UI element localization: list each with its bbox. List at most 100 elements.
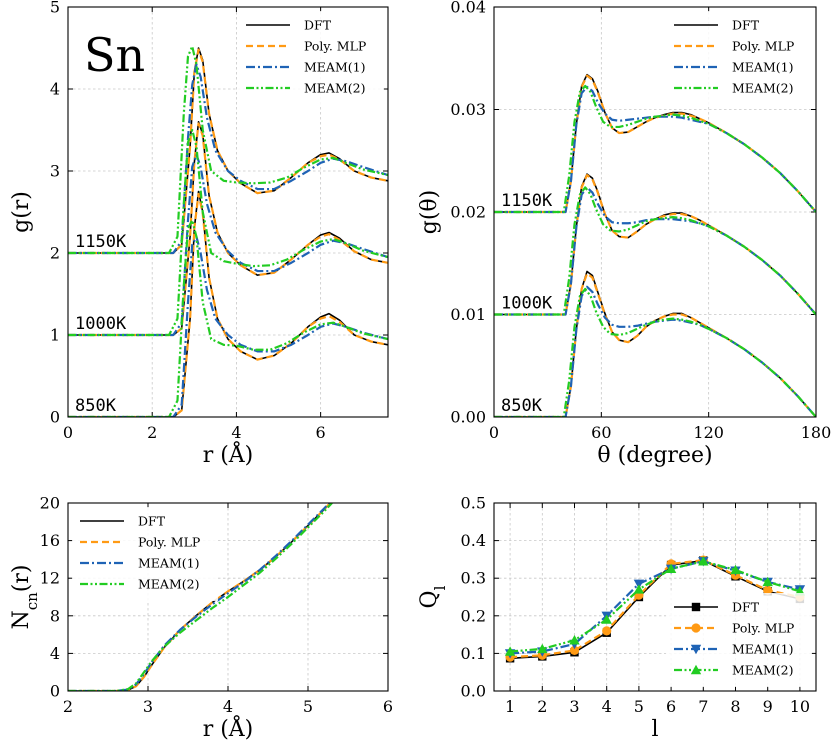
panel-title: Sn <box>84 28 145 82</box>
legend: DFT Poly. MLP MEAM(1) MEAM(2) <box>72 507 218 601</box>
legend: DFT Poly. MLP MEAM(1) MEAM(2) <box>666 593 812 687</box>
y-tick-label: 0.03 <box>450 100 486 119</box>
legend-label: DFT <box>138 514 166 529</box>
temperature-label: 850K <box>75 396 117 416</box>
y-tick-label: 5 <box>50 0 60 17</box>
series-line-poly-mlp <box>68 122 388 337</box>
legend-marker <box>691 623 701 633</box>
y-tick-label: 8 <box>50 606 60 625</box>
legend-box <box>666 11 812 105</box>
legend-label: MEAM(2) <box>304 81 365 96</box>
x-tick-label: 120 <box>693 423 724 442</box>
y-tick-label: 0 <box>50 408 60 427</box>
y-label-rest: (r) <box>9 565 34 593</box>
x-tick-label: 5 <box>634 697 644 716</box>
grid <box>68 503 388 691</box>
legend-label: MEAM(1) <box>138 556 199 571</box>
x-tick-label: 10 <box>790 697 810 716</box>
y-tick-label: 0.2 <box>461 606 486 625</box>
plot-frame <box>493 6 817 418</box>
series-line-poly-mlp <box>494 272 816 417</box>
legend-label: DFT <box>732 600 760 615</box>
legend-label: Poly. MLP <box>732 39 794 54</box>
y-tick-label: 16 <box>40 531 60 550</box>
legend-label: MEAM(2) <box>732 81 793 96</box>
series-line-poly-mlp <box>68 192 388 417</box>
y-label-base: N <box>9 610 34 629</box>
legend-label: Poly. MLP <box>138 535 200 550</box>
legend-marker <box>691 602 701 612</box>
temperature-label: 1000K <box>501 294 553 314</box>
y-label-sub: cn <box>23 592 41 610</box>
x-tick-label: 4 <box>231 423 241 442</box>
legend-label: DFT <box>732 18 760 33</box>
data-point <box>698 556 709 566</box>
series-line-dft <box>68 121 388 336</box>
series-line-dft <box>68 190 388 417</box>
y-axis-label: Ncn(r) <box>9 565 41 630</box>
panel-ncn: 2 3 4 5 6 0 4 8 12 16 20 r (Å) Ncn(r) DFT Poly. MLP MEA… <box>9 494 393 743</box>
data-point <box>763 585 773 595</box>
data-point <box>602 626 612 636</box>
x-axis-label: r (Å) <box>203 440 254 468</box>
x-tick-label: 7 <box>698 697 708 716</box>
y-tick-label: 0.02 <box>450 203 486 222</box>
y-label-sub: l <box>431 585 449 590</box>
plot-frame <box>493 502 817 692</box>
panel-ql: 1 2 3 4 5 6 7 8 9 100.00.10.20.30.40.5lQlDFTPoly.… <box>417 494 817 742</box>
y-tick-label: 0.1 <box>461 644 486 663</box>
plot-area <box>504 555 806 663</box>
data-point <box>762 576 773 587</box>
x-tick-label: 5 <box>303 697 313 716</box>
x-tick-label: 6 <box>666 697 676 716</box>
x-tick-label: 180 <box>801 423 831 442</box>
legend-marker <box>690 664 702 675</box>
legend-label: MEAM(1) <box>304 60 365 75</box>
x-tick-label: 0 <box>63 423 73 442</box>
temperature-label: 1150K <box>501 191 553 211</box>
legend-label: MEAM(1) <box>732 60 793 75</box>
y-tick-label: 4 <box>50 80 60 99</box>
legend-label: DFT <box>304 18 332 33</box>
series-line-meam-1- <box>68 503 331 691</box>
legend: DFT Poly. MLP MEAM(1) MEAM(2) <box>666 11 812 105</box>
y-tick-label: 0 <box>50 682 60 701</box>
legend-label: MEAM(2) <box>732 663 793 678</box>
x-tick-label: 4 <box>223 697 233 716</box>
data-point <box>633 584 645 594</box>
y-tick-label: 20 <box>40 494 60 513</box>
y-tick-label: 1 <box>50 326 60 345</box>
y-tick-label: 12 <box>40 569 60 588</box>
series-line-meam-2- <box>494 186 816 316</box>
data-point <box>730 564 741 575</box>
x-tick-label: 0 <box>489 423 499 442</box>
temperature-label: 1000K <box>75 314 127 334</box>
legend-label: Poly. MLP <box>304 39 366 54</box>
x-axis-label: r (Å) <box>203 714 254 742</box>
x-tick-label: 6 <box>383 697 393 716</box>
y-tick-label: 2 <box>50 244 60 263</box>
y-axis-label: g(θ) <box>417 190 442 235</box>
data-point <box>601 614 612 624</box>
x-tick-label: 2 <box>147 423 157 442</box>
x-tick-label: 1 <box>505 697 515 716</box>
temperature-label: 850K <box>501 396 543 416</box>
legend-box <box>238 11 384 105</box>
y-tick-label: 4 <box>50 644 60 663</box>
x-tick-label: 3 <box>143 697 153 716</box>
y-tick-label: 3 <box>50 162 60 181</box>
grid <box>494 7 816 417</box>
y-tick-label: 0.01 <box>450 305 486 324</box>
y-tick-label: 0.00 <box>450 408 486 427</box>
y-tick-label: 0.4 <box>461 531 486 550</box>
series-line-meam-1- <box>494 186 816 316</box>
series-line-meam-2- <box>494 287 816 417</box>
y-tick-label: 0.3 <box>461 569 486 588</box>
legend: DFT Poly. MLP MEAM(1) MEAM(2) <box>238 11 384 105</box>
panel-adf: 0 60 120 180 0.00 0.01 0.02 0.03 0.04 θ (degree) g… <box>417 0 831 468</box>
plot-area <box>494 73 816 417</box>
y-axis-label: Ql <box>417 585 449 608</box>
y-tick-label: 0.0 <box>461 682 486 701</box>
x-tick-label: 6 <box>316 423 326 442</box>
